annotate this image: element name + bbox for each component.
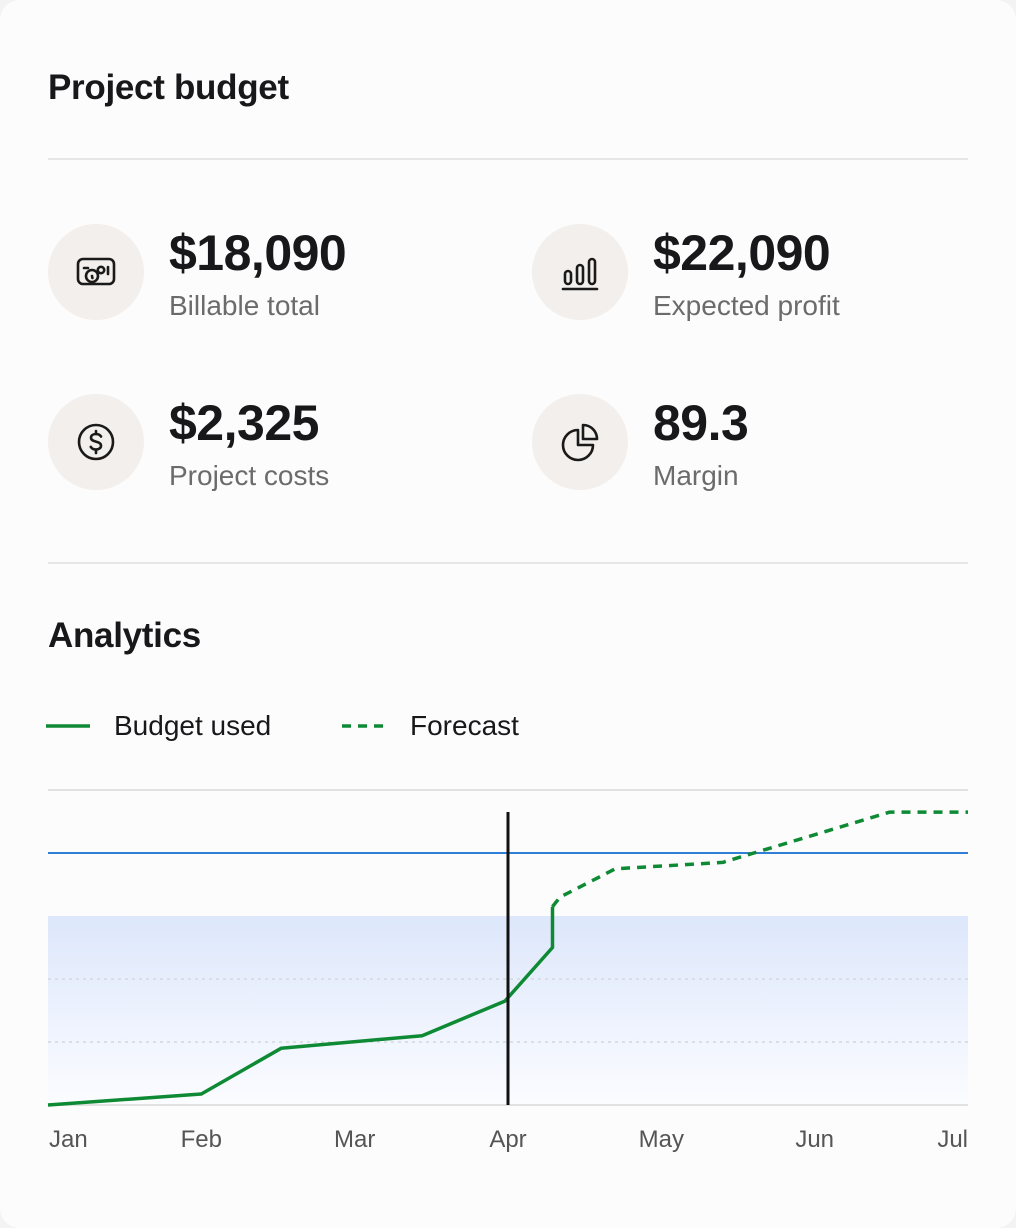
page-title: Project budget: [48, 68, 289, 107]
stat-value: $2,325: [169, 395, 319, 451]
stat-label: Project costs: [169, 460, 330, 491]
pie-chart-icon: [532, 394, 628, 490]
x-tick-label: Jun: [795, 1126, 834, 1153]
stat-billable-total: $18,090 Billable total: [48, 224, 488, 324]
stat-margin: 89.3 Margin: [532, 394, 972, 494]
stat-label: Billable total: [169, 290, 320, 321]
x-tick-label: Mar: [334, 1126, 375, 1153]
stat-value: $22,090: [653, 225, 831, 281]
solid-line-swatch-icon: [46, 724, 90, 728]
divider: [48, 158, 968, 160]
stat-value: $18,090: [169, 225, 347, 281]
budget-line-chart: Jan Feb Mar Apr May Jun Jul: [47, 789, 968, 1153]
legend-item-forecast: Forecast: [342, 706, 519, 746]
x-tick-label: Jul: [937, 1126, 968, 1153]
budget-used-line: [47, 906, 555, 1107]
stat-label: Margin: [653, 460, 739, 491]
forecast-line: [551, 810, 968, 908]
stat-value: 89.3: [653, 395, 749, 451]
stat-project-costs: $2,325 Project costs: [48, 394, 488, 494]
divider: [48, 562, 968, 564]
bar-chart-icon: [532, 224, 628, 320]
billable-icon: [48, 224, 144, 320]
x-tick-label: Jan: [49, 1126, 88, 1153]
legend-item-budget-used: Budget used: [46, 706, 271, 746]
dollar-coin-icon: [48, 394, 144, 490]
dashed-line-swatch-icon: [342, 724, 388, 728]
legend-label: Budget used: [114, 710, 272, 741]
stat-expected-profit: $22,090 Expected profit: [532, 224, 972, 324]
legend-label: Forecast: [410, 710, 519, 741]
x-tick-label: Feb: [181, 1126, 222, 1153]
analytics-title: Analytics: [48, 616, 201, 655]
x-tick-label: Apr: [489, 1126, 526, 1153]
x-tick-label: May: [639, 1126, 684, 1153]
stat-label: Expected profit: [653, 290, 840, 321]
